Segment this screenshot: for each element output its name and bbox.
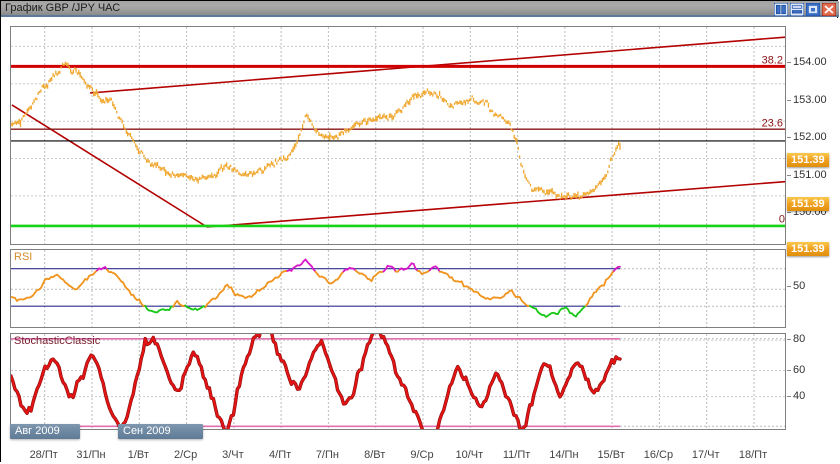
- svg-text:0: 0: [779, 214, 785, 226]
- svg-text:23.6: 23.6: [762, 118, 783, 130]
- svg-text:38.2: 38.2: [762, 55, 783, 67]
